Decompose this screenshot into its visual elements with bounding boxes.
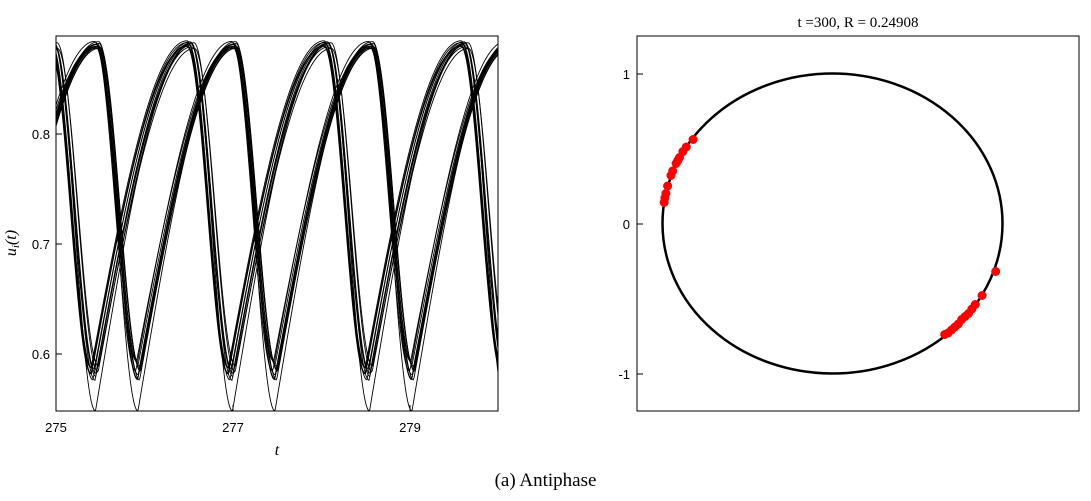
oscillator-trace [56, 45, 498, 411]
oscillator-trace [56, 40, 498, 372]
phase-point [659, 198, 669, 207]
phase-axes-frame [636, 35, 1080, 412]
timeseries-panel: 275 277 279 0.6 0.7 0.8 t ui(t) [3, 35, 499, 459]
y-tick-label: -1 [618, 367, 630, 382]
x-tick-label: 275 [45, 420, 67, 435]
oscillator-trace [56, 45, 498, 381]
y-tick-label: 0.6 [32, 347, 50, 362]
phase-point [977, 291, 987, 300]
unit-circle [661, 72, 1004, 375]
timeseries-axes-frame [55, 35, 499, 412]
oscillator-trace [56, 40, 498, 369]
figure-caption: (a) Antiphase [494, 470, 597, 491]
oscillator-trace [56, 47, 498, 371]
y-tick-label: 0.8 [32, 127, 50, 142]
x-tick-label: 277 [222, 420, 244, 435]
phase-plot-title: t =300, R = 0.24908 [797, 15, 918, 31]
phase-point [940, 330, 950, 339]
y-axis-label: ui(t) [3, 230, 22, 256]
phase-point [666, 171, 676, 180]
phase-point [688, 135, 698, 144]
phase-point [663, 181, 673, 191]
phase-points [659, 135, 1001, 339]
oscillator-traces [56, 40, 498, 411]
phase-point [991, 267, 1001, 276]
oscillator-trace [56, 41, 498, 370]
x-axis-label: t [275, 442, 280, 459]
phase-point [671, 159, 681, 168]
y-tick-label: 1 [623, 67, 630, 82]
unit-circle-layer [661, 72, 1004, 375]
phase-circle-panel: t =300, R = 0.24908 -1 0 1 [618, 15, 1080, 412]
oscillator-trace [56, 44, 498, 376]
oscillator-trace [56, 41, 498, 367]
oscillator-trace [56, 45, 498, 375]
y-tick-label: 0.7 [32, 237, 50, 252]
x-tick-label: 279 [399, 420, 421, 435]
oscillator-trace [56, 46, 498, 377]
oscillator-trace [56, 42, 498, 373]
oscillator-trace [56, 44, 498, 374]
y-tick-label: 0 [623, 217, 630, 232]
